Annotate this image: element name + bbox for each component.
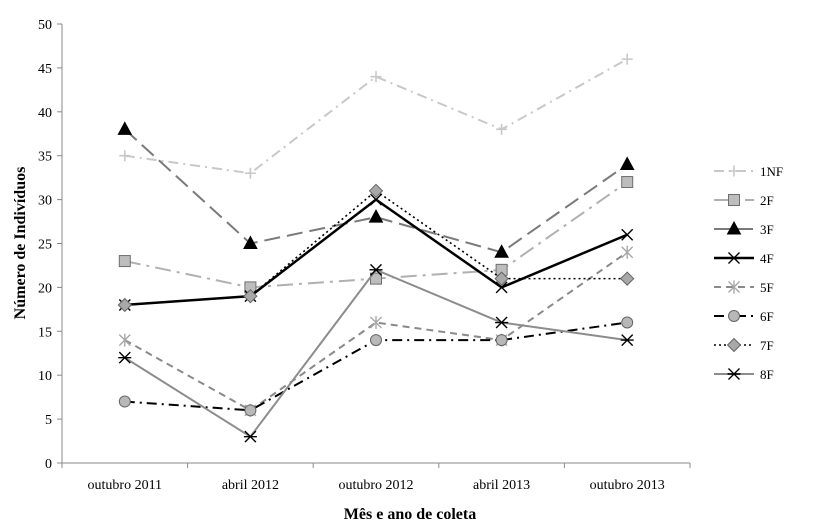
series-1NF <box>119 53 633 179</box>
data-point <box>244 167 256 179</box>
y-tick-label: 35 <box>38 150 52 165</box>
axes <box>57 23 691 468</box>
data-point <box>494 271 509 286</box>
data-point <box>117 297 133 313</box>
legend-item-4F: 4F <box>714 251 774 266</box>
y-tick-label: 45 <box>38 62 52 77</box>
data-point <box>118 395 131 408</box>
x-tick-label: outubro 2013 <box>590 478 665 493</box>
legend-label: 1NF <box>760 164 783 179</box>
series-6F <box>118 316 634 417</box>
legend-item-7F: 7F <box>714 337 774 353</box>
data-point <box>621 316 634 329</box>
x-tick-label: abril 2012 <box>222 478 279 493</box>
data-point <box>494 244 509 258</box>
x-tick-label: abril 2013 <box>473 478 530 493</box>
data-point <box>495 334 508 347</box>
y-tick-label: 25 <box>38 238 52 253</box>
data-point <box>368 183 384 199</box>
data-point <box>621 176 634 189</box>
series-8F <box>118 263 634 443</box>
legend-label: 2F <box>760 193 774 208</box>
data-point <box>118 255 131 268</box>
data-point <box>496 123 508 135</box>
series-7F <box>117 183 635 313</box>
data-point <box>243 430 257 443</box>
series-line <box>124 58 628 175</box>
y-axis-title: Número de Indivíduos <box>12 167 29 320</box>
data-point <box>620 334 634 347</box>
legend-item-2F: 2F <box>714 193 774 208</box>
y-tick-label: 0 <box>45 457 52 472</box>
series-line <box>124 268 628 438</box>
legend-item-1NF: 1NF <box>714 164 783 179</box>
data-point <box>621 245 634 259</box>
y-tick-label: 30 <box>38 194 52 209</box>
data-point <box>621 228 634 241</box>
series-3F <box>117 121 635 258</box>
legend-marker <box>728 165 740 177</box>
legend-marker <box>728 252 740 264</box>
series-layer <box>117 53 635 443</box>
legend-label: 7F <box>760 338 774 353</box>
data-point <box>370 71 382 83</box>
series-line <box>124 190 628 306</box>
data-point <box>370 334 382 347</box>
y-tick-label: 50 <box>38 18 52 33</box>
legend-label: 5F <box>760 280 774 295</box>
y-tick-label: 10 <box>38 369 52 384</box>
data-point <box>369 263 383 276</box>
legend: 1NF 2F 3F 4F 5F 6F 7F 8F <box>714 164 783 382</box>
legend-marker <box>726 337 742 353</box>
legend-marker <box>728 194 740 206</box>
y-tick-label: 15 <box>38 325 52 340</box>
legend-label: 4F <box>760 251 774 266</box>
x-tick-labels: outubro 2011 abril 2012 outubro 2012 abril … <box>88 478 665 493</box>
data-point <box>370 193 382 206</box>
data-point <box>621 53 633 65</box>
x-axis-title: Mês e ano de coleta <box>344 506 476 523</box>
legend-item-5F: 5F <box>714 280 774 295</box>
data-point <box>118 351 132 364</box>
data-point <box>243 235 258 249</box>
data-point <box>495 281 508 294</box>
legend-item-6F: 6F <box>714 309 774 324</box>
data-point <box>119 150 131 162</box>
legend-label: 8F <box>760 367 774 382</box>
y-tick-label: 40 <box>38 106 52 121</box>
data-point <box>370 316 382 330</box>
legend-item-3F: 3F <box>714 220 774 237</box>
y-tick-label: 20 <box>38 281 52 296</box>
data-point <box>619 271 635 286</box>
data-point <box>118 333 131 347</box>
x-tick-label: outubro 2012 <box>338 478 413 493</box>
legend-item-8F: 8F <box>714 367 774 382</box>
legend-marker <box>726 220 742 235</box>
data-point <box>619 156 635 170</box>
legend-label: 6F <box>760 309 774 324</box>
x-tick-label: outubro 2011 <box>88 478 163 493</box>
legend-marker <box>728 280 740 294</box>
data-point <box>368 209 384 223</box>
legend-label: 3F <box>760 222 774 237</box>
data-point <box>117 121 133 135</box>
y-tick-label: 5 <box>45 413 52 428</box>
legend-marker <box>727 368 741 380</box>
data-point <box>243 288 258 304</box>
data-point <box>495 316 509 329</box>
y-tick-labels: 0 5 10 15 20 25 30 35 40 45 50 <box>38 18 52 472</box>
data-point <box>244 404 257 417</box>
legend-marker <box>728 310 740 322</box>
